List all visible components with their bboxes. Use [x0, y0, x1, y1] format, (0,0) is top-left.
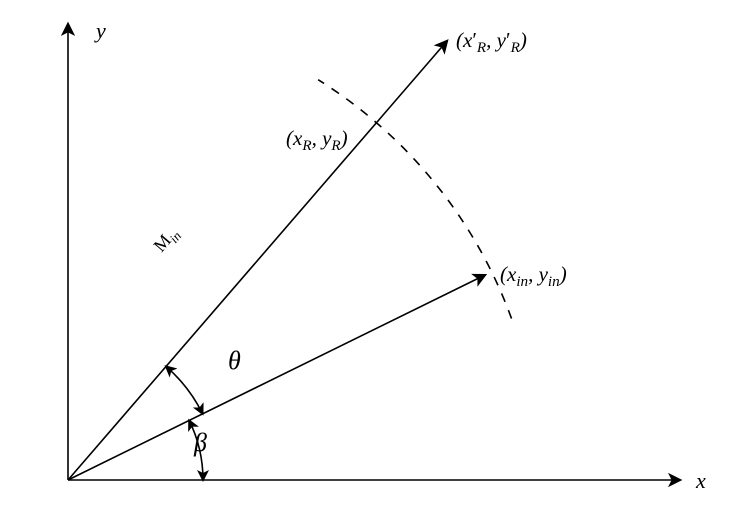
vector-in [68, 275, 485, 480]
diagram-svg [0, 0, 738, 525]
vector-R-prime [68, 41, 447, 480]
arc-theta [166, 366, 203, 413]
arc-dashed [318, 80, 511, 319]
arc-beta [189, 420, 203, 480]
vector-rotation-diagram: x y (x′R, y′R) (xR, yR) (xin, yin) Min θ… [0, 0, 738, 525]
